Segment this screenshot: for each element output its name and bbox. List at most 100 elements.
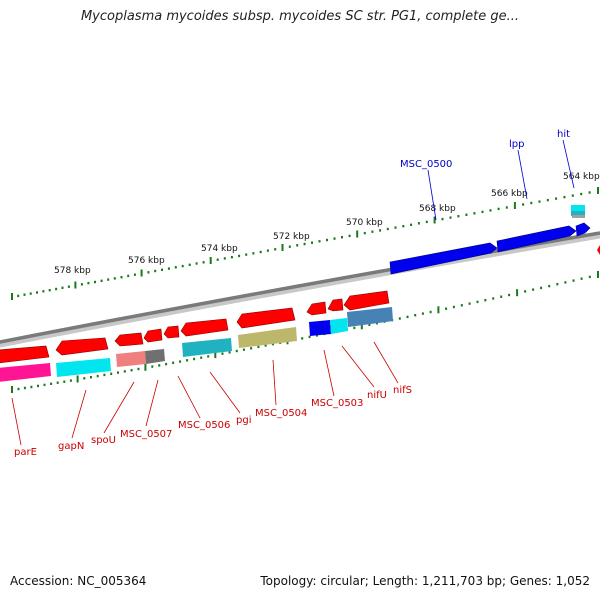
inner-tick bbox=[130, 369, 133, 372]
inner-tick bbox=[172, 361, 175, 364]
outer-tick bbox=[597, 187, 599, 194]
inner-tick bbox=[250, 347, 253, 350]
outer-tick bbox=[127, 274, 130, 278]
outer-tick bbox=[23, 293, 26, 296]
leader-MSC_0503 bbox=[323, 349, 335, 397]
cog-box-pgi bbox=[182, 338, 232, 357]
outer-tick bbox=[11, 293, 13, 300]
inner-tick bbox=[588, 275, 591, 279]
inner-tick bbox=[76, 375, 79, 383]
outer-tick bbox=[326, 238, 328, 242]
outer-tick bbox=[74, 281, 77, 289]
gene-hit bbox=[575, 222, 591, 237]
outer-tick bbox=[133, 273, 136, 276]
inner-tick bbox=[429, 310, 432, 314]
outer-tick bbox=[120, 276, 123, 279]
inner-tick bbox=[508, 293, 511, 297]
outer-tick bbox=[379, 229, 382, 232]
inner-tick bbox=[516, 289, 519, 297]
inner-tick bbox=[580, 277, 583, 280]
outer-tick bbox=[348, 234, 351, 238]
outer-tick bbox=[42, 290, 45, 293]
outer-tick bbox=[281, 244, 284, 251]
outer-tick bbox=[530, 201, 533, 205]
outer-tick bbox=[386, 227, 389, 231]
scale-label-576: 576 kbp bbox=[128, 256, 165, 266]
outer-tick bbox=[17, 294, 20, 298]
forward-leaders bbox=[427, 139, 575, 221]
inner-tick bbox=[316, 334, 318, 337]
inner-tick bbox=[301, 337, 304, 340]
outer-tick bbox=[410, 223, 413, 226]
leader-MSC_0506 bbox=[177, 375, 201, 419]
outer-tick bbox=[94, 280, 96, 284]
cog-box-parE bbox=[0, 363, 51, 382]
inner-tick bbox=[353, 326, 356, 330]
inner-tick bbox=[572, 279, 575, 282]
outer-tick bbox=[563, 195, 566, 199]
leader-parE bbox=[11, 397, 22, 446]
inner-tick bbox=[368, 323, 371, 326]
outer-tick bbox=[371, 230, 374, 233]
label-pgi: pgi bbox=[236, 415, 251, 426]
outer-tick bbox=[497, 207, 500, 211]
label-MSC_0507: MSC_0507 bbox=[120, 429, 172, 440]
outer-tick bbox=[209, 257, 212, 264]
inner-tick bbox=[476, 300, 479, 304]
scale-label-566: 566 kbp bbox=[491, 189, 528, 199]
outer-tick-ring bbox=[11, 187, 599, 300]
inner-tick bbox=[524, 290, 527, 293]
leader-gapN bbox=[71, 389, 87, 439]
outer-tick bbox=[449, 216, 452, 219]
genome-backbone-shadow bbox=[0, 231, 600, 348]
outer-tick bbox=[140, 269, 143, 277]
outer-tick bbox=[394, 226, 397, 229]
inner-tick bbox=[398, 317, 401, 320]
inner-tick bbox=[242, 348, 245, 351]
inner-tick bbox=[540, 286, 543, 290]
outer-tick bbox=[457, 215, 460, 218]
outer-tick bbox=[29, 292, 32, 295]
outer-tick bbox=[259, 250, 262, 254]
inner-tick bbox=[308, 335, 311, 339]
reverse-leaders bbox=[11, 341, 399, 446]
map-title: Mycoplasma mycoides subsp. mycoides SC s… bbox=[80, 9, 520, 24]
outer-tick bbox=[55, 287, 58, 291]
inner-tick bbox=[564, 281, 567, 284]
leader-MSC_0504 bbox=[272, 359, 277, 406]
outer-tick bbox=[36, 291, 38, 294]
outer-tick bbox=[296, 244, 299, 247]
inner-tick bbox=[445, 307, 448, 310]
outer-tick bbox=[441, 217, 444, 221]
gene-nifS bbox=[343, 290, 390, 311]
inner-tick bbox=[406, 315, 409, 319]
label-lpp: lpp bbox=[509, 139, 524, 150]
outer-tick bbox=[363, 231, 366, 235]
inner-tick bbox=[235, 349, 238, 353]
outer-tick bbox=[318, 240, 321, 243]
inner-tick bbox=[437, 306, 440, 314]
inner-tick bbox=[23, 386, 26, 390]
inner-tick bbox=[110, 372, 113, 375]
outer-tick bbox=[80, 283, 83, 286]
label-MSC_0503: MSC_0503 bbox=[311, 398, 363, 409]
inner-tick bbox=[548, 284, 551, 288]
inner-tick bbox=[214, 351, 217, 359]
cog-box-nifU bbox=[330, 318, 348, 334]
leader-pgi bbox=[209, 371, 241, 414]
inner-tick bbox=[103, 373, 106, 377]
outer-tick bbox=[252, 252, 255, 255]
scale-label-564: 564 kbp bbox=[563, 172, 600, 182]
outer-tick bbox=[433, 216, 436, 224]
outer-tick bbox=[230, 256, 233, 259]
outer-tick bbox=[113, 277, 116, 280]
outer-tick bbox=[107, 278, 110, 281]
label-MSC_0504: MSC_0504 bbox=[255, 408, 307, 419]
inner-tick bbox=[452, 305, 455, 309]
inner-tick bbox=[421, 312, 424, 315]
inner-tick bbox=[414, 314, 417, 317]
label-spoU: spoU bbox=[91, 435, 116, 446]
inner-tick bbox=[492, 297, 495, 300]
gene-nifU bbox=[327, 298, 344, 312]
inner-tick bbox=[43, 383, 46, 387]
